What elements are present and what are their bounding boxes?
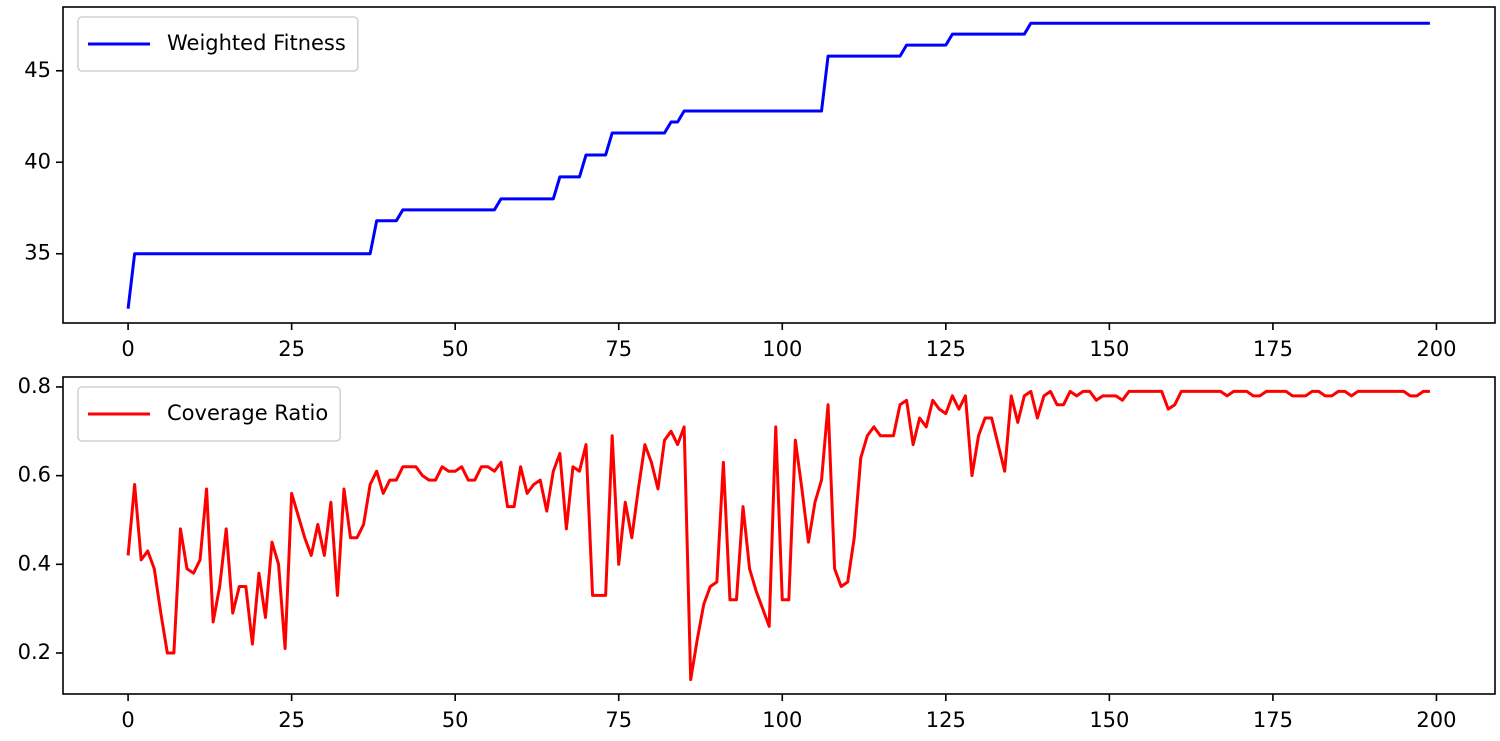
y-tick-label: 35 — [24, 241, 51, 265]
x-tick-label: 175 — [1253, 337, 1293, 361]
x-tick-label: 100 — [762, 708, 802, 732]
y-tick-label: 40 — [24, 149, 51, 173]
legend: Coverage Ratio — [77, 386, 341, 442]
y-tick-label: 0.2 — [18, 640, 51, 664]
data-line — [126, 21, 1430, 309]
legend: Weighted Fitness — [77, 16, 359, 72]
x-tick-label: 125 — [926, 708, 966, 732]
x-tick-label: 25 — [278, 708, 305, 732]
x-tick-label: 175 — [1253, 708, 1293, 732]
x-tick-label: 200 — [1416, 337, 1456, 361]
data-line — [126, 389, 1430, 682]
y-tick-label: 0.8 — [18, 374, 51, 398]
x-tick-label: 100 — [762, 337, 802, 361]
x-tick-label: 150 — [1089, 337, 1129, 361]
x-tick-label: 150 — [1089, 708, 1129, 732]
x-tick-label: 125 — [926, 337, 966, 361]
axes-frame — [62, 6, 1496, 324]
x-tick-label: 0 — [121, 337, 134, 361]
x-tick-label: 50 — [442, 708, 469, 732]
y-tick-label: 0.6 — [18, 463, 51, 487]
x-tick-label: 200 — [1416, 708, 1456, 732]
legend-box — [77, 16, 359, 72]
x-tick-label: 25 — [278, 337, 305, 361]
y-tick-label: 0.4 — [18, 551, 51, 575]
x-tick-label: 75 — [605, 708, 632, 732]
y-tick-label: 45 — [24, 58, 51, 82]
legend-box — [77, 386, 341, 442]
legend-label: Coverage Ratio — [167, 401, 328, 425]
x-tick-label: 0 — [121, 708, 134, 732]
axes-frame — [62, 376, 1496, 695]
legend-label: Weighted Fitness — [167, 31, 346, 55]
x-tick-label: 50 — [442, 337, 469, 361]
x-tick-label: 75 — [605, 337, 632, 361]
